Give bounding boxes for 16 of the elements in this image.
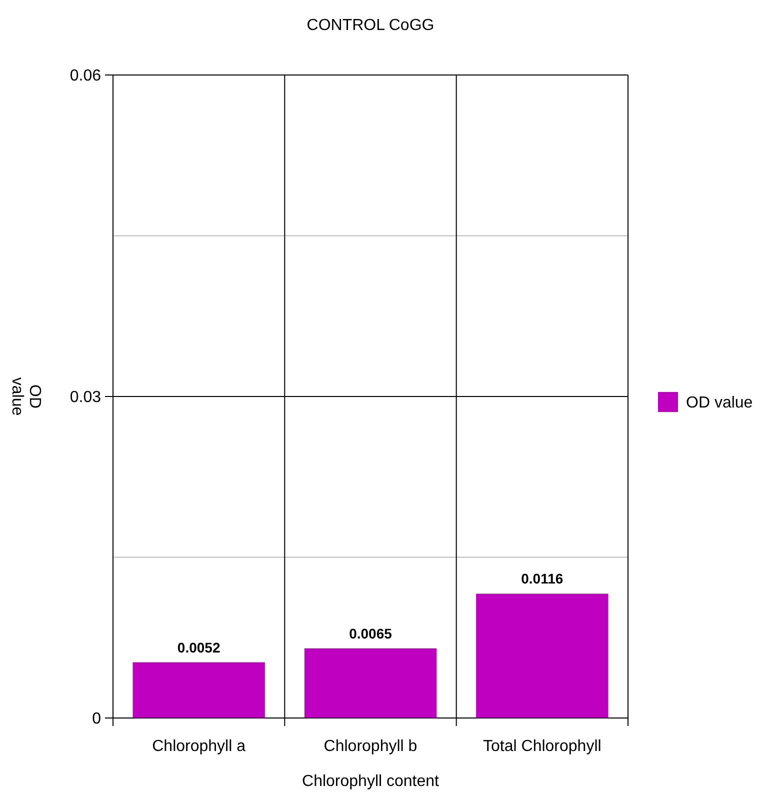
chart-title: CONTROL CoGG <box>306 17 434 34</box>
bar <box>476 594 608 718</box>
x-tick-label: Chlorophyll a <box>152 738 246 755</box>
x-axis-title: Chlorophyll content <box>302 773 440 790</box>
data-label: 0.0052 <box>177 639 220 656</box>
legend-label: OD value <box>686 394 753 412</box>
y-tick-label: 0 <box>92 710 102 728</box>
y-tick-label: 0.03 <box>70 389 102 406</box>
bar <box>304 648 437 718</box>
data-label: 0.0116 <box>521 570 564 587</box>
data-label: 0.0065 <box>349 625 392 642</box>
y-axis-title: OD value <box>8 377 43 416</box>
x-tick-label: Chlorophyll b <box>324 738 418 755</box>
x-tick-label: Total Chlorophyll <box>483 738 602 755</box>
bar <box>132 662 265 718</box>
y-tick-label: 0.06 <box>70 68 102 85</box>
